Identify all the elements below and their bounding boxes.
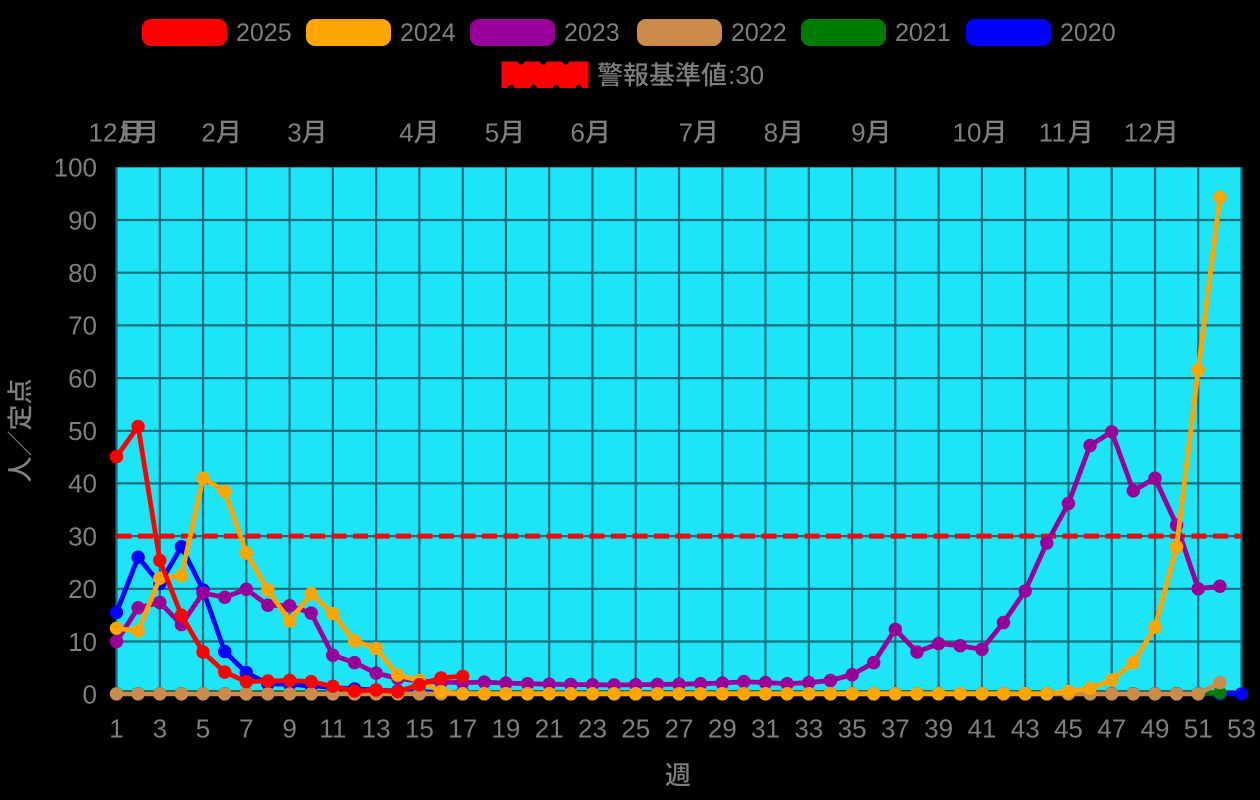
svg-text::30: :30 [728, 60, 764, 90]
svg-text:35: 35 [838, 713, 867, 743]
svg-text:9: 9 [282, 713, 296, 743]
svg-text:9: 9 [851, 117, 865, 147]
svg-text:10: 10 [953, 117, 982, 147]
svg-text:12: 12 [89, 117, 118, 147]
svg-text:2021: 2021 [895, 19, 951, 47]
svg-text:17: 17 [448, 713, 477, 743]
svg-text:13: 13 [362, 713, 391, 743]
svg-text:49: 49 [1141, 713, 1170, 743]
svg-text:39: 39 [924, 713, 953, 743]
svg-text:11: 11 [1039, 117, 1066, 147]
svg-text:7: 7 [679, 117, 693, 147]
svg-text:8: 8 [764, 117, 778, 147]
svg-text:53: 53 [1227, 713, 1256, 743]
svg-text:47: 47 [1097, 713, 1126, 743]
svg-text:20: 20 [68, 574, 97, 604]
svg-text:41: 41 [967, 713, 996, 743]
svg-text:31: 31 [751, 713, 780, 743]
svg-text:2025: 2025 [236, 19, 292, 47]
svg-text:5: 5 [485, 117, 499, 147]
svg-text:10: 10 [68, 627, 97, 657]
svg-text:7: 7 [239, 713, 253, 743]
svg-text:90: 90 [68, 205, 97, 235]
svg-text:15: 15 [405, 713, 434, 743]
svg-text:1: 1 [119, 117, 133, 147]
svg-text:3: 3 [153, 713, 167, 743]
svg-text:0: 0 [83, 680, 97, 710]
svg-text:4: 4 [399, 117, 413, 147]
svg-text:50: 50 [68, 416, 97, 446]
svg-text:2020: 2020 [1060, 19, 1116, 47]
svg-text:30: 30 [68, 521, 97, 551]
svg-text:70: 70 [68, 311, 97, 341]
svg-text:19: 19 [491, 713, 520, 743]
svg-text:43: 43 [1011, 713, 1040, 743]
svg-text:2: 2 [201, 117, 215, 147]
svg-text:3: 3 [287, 117, 301, 147]
svg-text:27: 27 [665, 713, 694, 743]
svg-text:21: 21 [535, 713, 564, 743]
svg-text:80: 80 [68, 258, 97, 288]
svg-text:2022: 2022 [731, 19, 787, 47]
svg-text:51: 51 [1184, 713, 1213, 743]
svg-text:45: 45 [1054, 713, 1083, 743]
svg-text:40: 40 [68, 469, 97, 499]
svg-text:37: 37 [881, 713, 910, 743]
svg-text:25: 25 [621, 713, 650, 743]
svg-text:2024: 2024 [400, 19, 456, 47]
svg-text:11: 11 [319, 713, 346, 743]
svg-text:5: 5 [196, 713, 210, 743]
svg-text:2023: 2023 [564, 19, 620, 47]
svg-text:23: 23 [578, 713, 607, 743]
svg-text:6: 6 [571, 117, 585, 147]
svg-text:60: 60 [68, 363, 97, 393]
svg-text:12: 12 [1124, 117, 1153, 147]
svg-text:29: 29 [708, 713, 737, 743]
svg-text:100: 100 [54, 153, 97, 183]
svg-text:1: 1 [109, 713, 123, 743]
svg-text:33: 33 [794, 713, 823, 743]
